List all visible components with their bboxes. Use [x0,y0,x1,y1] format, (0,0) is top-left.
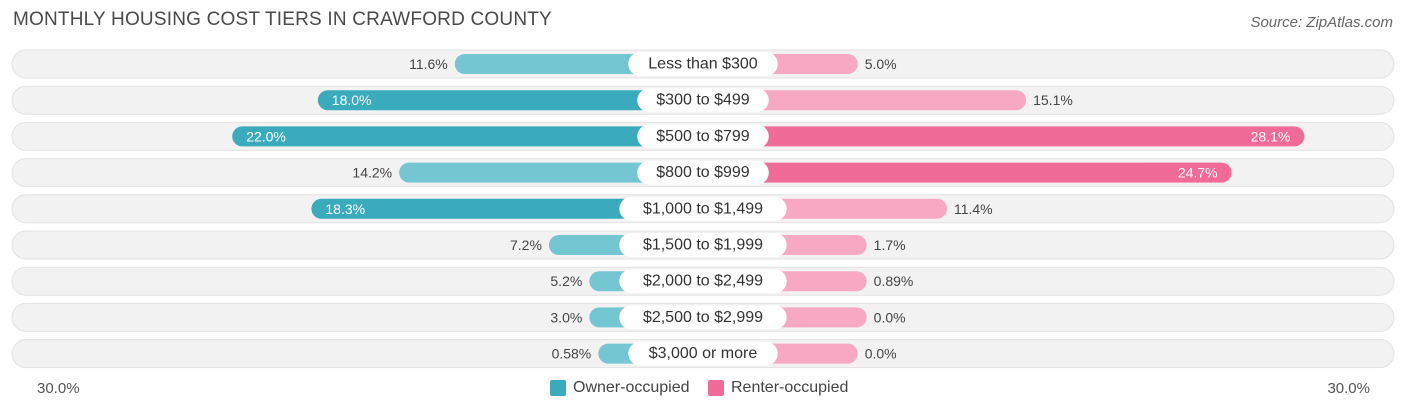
owner-value-label: 3.0% [550,309,582,325]
chart: 11.6% 5.0% Less than $300 18.0% 15.1% $300 to… [11,49,1395,369]
category-pill [637,124,769,149]
renter-value-label: 0.0% [874,309,906,325]
category-label: $500 to $799 [656,128,750,145]
category-pill [637,88,769,113]
category-label: $2,000 to $2,499 [643,273,763,290]
category-pill [628,341,778,366]
legend-label-renter: Renter-occupied [731,379,849,396]
renter-value-label: 15.1% [1033,92,1073,108]
category-pill [619,196,787,221]
renter-value-label: 11.4% [954,201,993,217]
renter-value-label: 0.89% [874,273,914,289]
category-label: $300 to $499 [656,92,750,109]
legend-swatch-renter [708,380,724,396]
bar-renter [703,126,1305,147]
axis-right-label: 30.0% [1327,380,1370,397]
renter-value-label: 24.7% [1178,165,1218,181]
category-label: $3,000 or more [649,345,758,362]
legend-item-renter[interactable]: Renter-occupied [708,379,848,397]
renter-value-label: 28.1% [1251,128,1291,144]
category-pill [619,233,787,257]
owner-value-label: 14.2% [352,165,392,181]
category-label: Less than $300 [648,56,758,73]
legend-item-owner[interactable]: Owner-occupied [550,379,690,397]
owner-value-label: 11.6% [409,56,448,72]
owner-value-label: 0.58% [552,346,592,362]
owner-value-label: 5.2% [550,273,582,289]
category-label: $1,000 to $1,499 [643,200,763,217]
chart-title: MONTHLY HOUSING COST TIERS IN CRAWFORD C… [13,9,552,30]
owner-value-label: 22.0% [246,128,286,144]
owner-value-label: 7.2% [510,237,542,253]
category-label: $1,500 to $1,999 [643,237,763,254]
bar-owner [317,90,703,111]
bar-owner [399,162,703,183]
category-label: $800 to $999 [656,164,750,181]
category-pill [637,160,769,185]
bar-renter [703,162,1232,183]
renter-value-label: 1.7% [874,237,906,253]
renter-value-label: 5.0% [865,56,897,72]
bar-renter [703,90,1027,111]
legend-label-owner: Owner-occupied [573,379,690,396]
bar-owner [232,126,703,147]
category-label: $2,500 to $2,999 [643,309,763,326]
bar-owner [311,198,703,219]
category-pill [619,305,787,330]
owner-value-label: 18.3% [325,201,365,217]
axis-left-label: 30.0% [37,380,80,397]
category-pill [619,269,787,294]
source-label: Source: ZipAtlas.com [1250,14,1393,31]
legend-swatch-owner [550,380,566,396]
renter-value-label: 0.0% [865,346,897,362]
owner-value-label: 18.0% [332,92,372,108]
category-pill [628,52,778,76]
legend: Owner-occupied Renter-occupied [0,379,1406,401]
